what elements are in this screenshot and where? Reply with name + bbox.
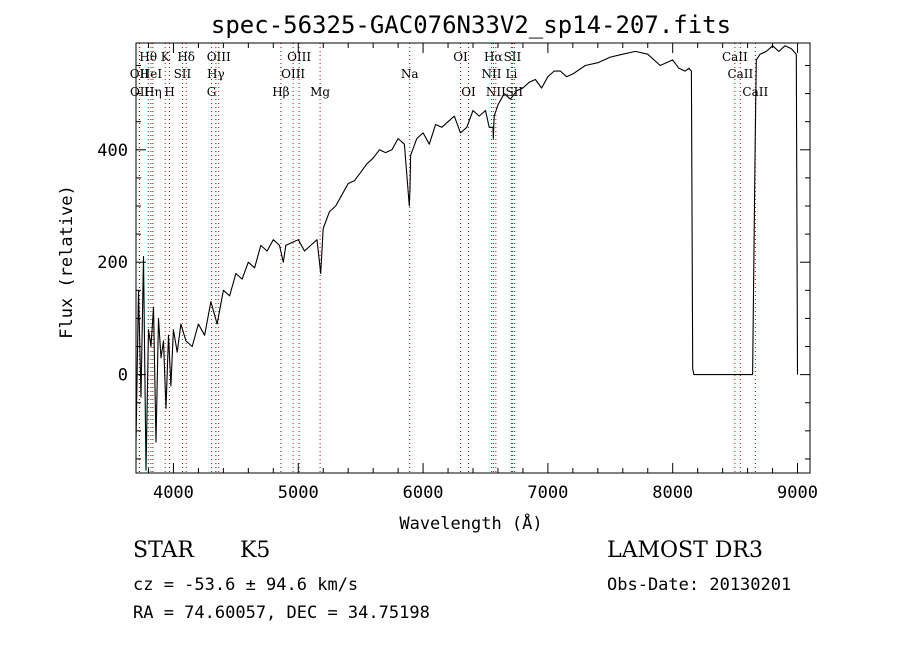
- line-marker-label: Hγ: [207, 67, 225, 81]
- line-marker-label: Li: [506, 67, 518, 81]
- series-layer: [135, 45, 799, 471]
- x-tick-label: 4000: [153, 483, 194, 503]
- x-tick-label: 9000: [777, 483, 818, 503]
- line-marker-label: Hβ: [272, 85, 289, 99]
- x-axis-label: Wavelength (Å): [399, 512, 542, 534]
- series-line-flux: [135, 45, 799, 471]
- line-marker-label: NII: [481, 67, 501, 81]
- line-marker-label: OI: [453, 50, 468, 64]
- line-marker-label: Hδ: [177, 50, 195, 64]
- line-marker-label: Hα: [484, 50, 503, 64]
- line-marker-label: Mg: [310, 85, 330, 99]
- y-tick-label: 200: [97, 253, 128, 273]
- line-marker-label: Hθ: [139, 50, 157, 64]
- chart-title: spec-56325-GAC076N33V2_sp14-207.fits: [211, 11, 731, 39]
- line-marker-label: H: [164, 85, 174, 99]
- object-class: STAR: [133, 538, 194, 563]
- line-marker-label: SII: [505, 85, 523, 99]
- object-subclass: K5: [240, 538, 271, 563]
- line-marker-label: OIII: [207, 50, 231, 64]
- line-marker-label: OIII: [287, 50, 311, 64]
- y-tick-label: 0: [118, 366, 128, 386]
- line-marker-label: OII: [130, 67, 150, 81]
- x-tick-label: 6000: [403, 483, 444, 503]
- axes-layer: 4000 5000 6000 7000 8000 9000 0 200 400: [97, 42, 818, 503]
- coordinates: RA = 74.60057, DEC = 34.75198: [133, 603, 430, 623]
- line-marker-label: SII: [174, 67, 192, 81]
- line-marker-label: OI: [461, 85, 476, 99]
- line-marker-label: OII: [130, 85, 150, 99]
- line-marker-label: SII: [504, 50, 522, 64]
- line-marker-label: K: [161, 50, 171, 64]
- observation-date: Obs-Date: 20130201: [607, 575, 792, 595]
- x-tick-label: 7000: [527, 483, 568, 503]
- line-marker-label: Hη: [144, 85, 162, 99]
- line-marker-label: CaII: [722, 50, 748, 64]
- y-tick-label: 400: [97, 141, 128, 161]
- redshift-velocity: cz = -53.6 ± 94.6 km/s: [133, 575, 359, 595]
- y-axis-label: Flux (relative): [57, 185, 77, 339]
- survey-name: LAMOST DR3: [607, 538, 763, 563]
- line-marker-label: CaII: [727, 67, 753, 81]
- line-marker-label: G: [207, 85, 217, 99]
- line-marker-label: OIII: [281, 67, 305, 81]
- line-marker-label: NII: [486, 85, 506, 99]
- x-tick-label: 5000: [278, 483, 319, 503]
- line-marker-label: HeI: [140, 67, 163, 81]
- plot-frame: [135, 42, 811, 474]
- x-tick-label: 8000: [652, 483, 693, 503]
- line-marker-label: Na: [401, 67, 419, 81]
